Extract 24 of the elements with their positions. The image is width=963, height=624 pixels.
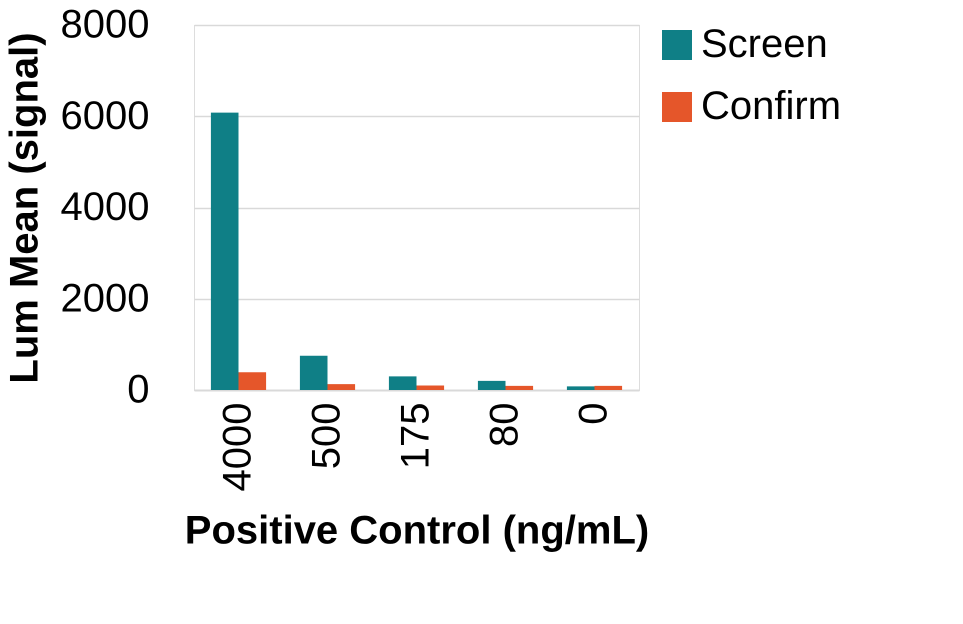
x-tick-label: 4000 xyxy=(216,402,260,492)
y-tick-label: 6000 xyxy=(60,94,150,138)
x-tick-label: 500 xyxy=(304,402,348,470)
y-tick-label: 0 xyxy=(127,368,150,412)
bar xyxy=(300,356,328,390)
bar xyxy=(238,372,266,390)
bar xyxy=(478,380,506,390)
x-tick-label: 175 xyxy=(394,402,438,470)
legend-label: Screen xyxy=(701,22,828,66)
x-axis-title: Positive Control (ng/mL) xyxy=(184,508,650,552)
y-tick-label: 2000 xyxy=(60,276,150,320)
bar xyxy=(328,384,356,390)
legend-label: Confirm xyxy=(701,84,842,128)
y-tick-label: 4000 xyxy=(60,185,150,229)
y-tick-label: 8000 xyxy=(60,2,150,46)
x-tick-label: 0 xyxy=(572,402,616,425)
y-axis-title: Lum Mean (signal) xyxy=(2,32,47,384)
bar xyxy=(388,376,416,390)
bar xyxy=(594,386,622,390)
bar xyxy=(566,386,594,390)
bar xyxy=(506,386,534,390)
x-tick-label: 80 xyxy=(482,402,526,447)
bar xyxy=(210,112,238,390)
bar xyxy=(416,385,444,390)
